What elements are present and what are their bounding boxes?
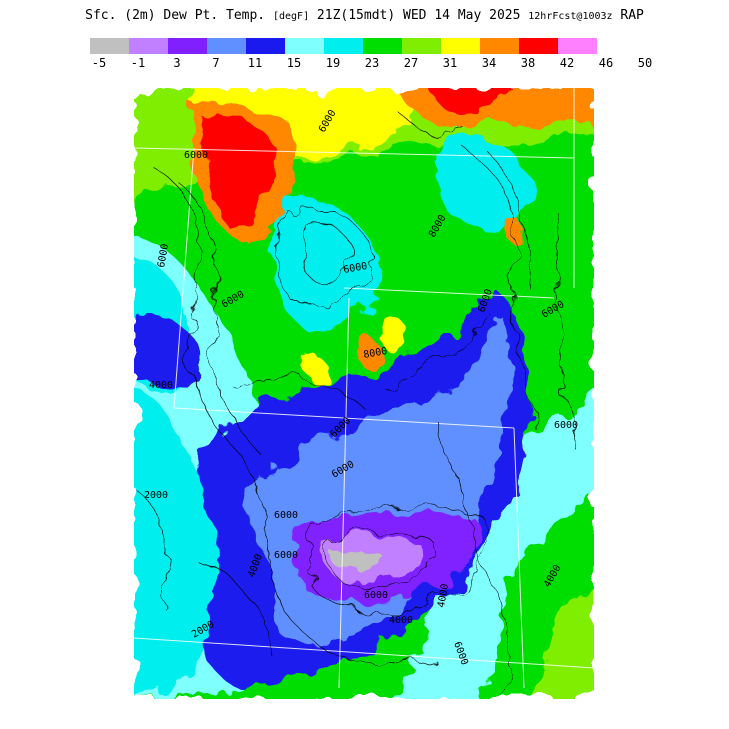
legend-swatch [402, 38, 441, 54]
contour-label: 4000 [389, 615, 413, 626]
legend-label: 27 [403, 56, 419, 70]
legend-swatch [441, 38, 480, 54]
legend-label: 46 [598, 56, 614, 70]
legend-label: 50 [637, 56, 653, 70]
contour-label: 6000 [554, 420, 578, 431]
legend-swatch [519, 38, 558, 54]
legend-label: 15 [286, 56, 302, 70]
legend-label: 23 [364, 56, 380, 70]
title-model: RAP [620, 8, 644, 23]
legend-label: 38 [520, 56, 536, 70]
title-main: Sfc. (2m) Dew Pt. Temp. [85, 8, 266, 23]
legend-label: -1 [130, 56, 146, 70]
chart-title: Sfc. (2m) Dew Pt. Temp. [degF] 21Z(15mdt… [0, 8, 729, 23]
legend-swatch [246, 38, 285, 54]
contour-label: 4000 [149, 380, 173, 391]
legend-label: 34 [481, 56, 497, 70]
title-valid-time: 21Z(15mdt) [316, 8, 396, 23]
legend-swatch [558, 38, 597, 54]
legend-labels: -5 -1 3 7 11 15 19 23 27 31 34 38 42 46 50 [0, 56, 729, 70]
color-legend [90, 38, 597, 54]
contour-label: 6000 [274, 550, 298, 561]
title-units: [degF] [272, 11, 310, 22]
dewpoint-fill [134, 88, 594, 699]
contour-label: 8000 [363, 346, 389, 361]
legend-swatch [363, 38, 402, 54]
state-boundaries [134, 88, 594, 689]
legend-label: 11 [247, 56, 263, 70]
legend-label: 3 [173, 56, 181, 70]
legend-swatch [285, 38, 324, 54]
contour-label: 2000 [144, 490, 168, 501]
legend-swatch [168, 38, 207, 54]
title-date: WED 14 May 2025 [403, 8, 521, 23]
dewpoint-map: 6000 6000 6000 8000 6000 6000 8000 6000 6000 4000… [134, 88, 594, 699]
contour-label: 6000 [184, 150, 208, 161]
contour-label: 6000 [364, 590, 388, 601]
legend-swatch [480, 38, 519, 54]
contour-label: 6000 [156, 243, 171, 269]
contour-label: 6000 [274, 510, 298, 521]
legend-swatch [129, 38, 168, 54]
title-run: 12hrFcst@1003z [528, 11, 613, 22]
legend-swatch [207, 38, 246, 54]
terrain-contours [134, 107, 575, 699]
contour-label: 6000 [343, 261, 369, 276]
legend-label: -5 [91, 56, 107, 70]
legend-label: 42 [559, 56, 575, 70]
legend-label: 31 [442, 56, 458, 70]
contour-label: 4000 [436, 583, 451, 609]
legend-swatch [324, 38, 363, 54]
legend-swatch [90, 38, 129, 54]
legend-label: 7 [212, 56, 220, 70]
legend-label: 19 [325, 56, 341, 70]
